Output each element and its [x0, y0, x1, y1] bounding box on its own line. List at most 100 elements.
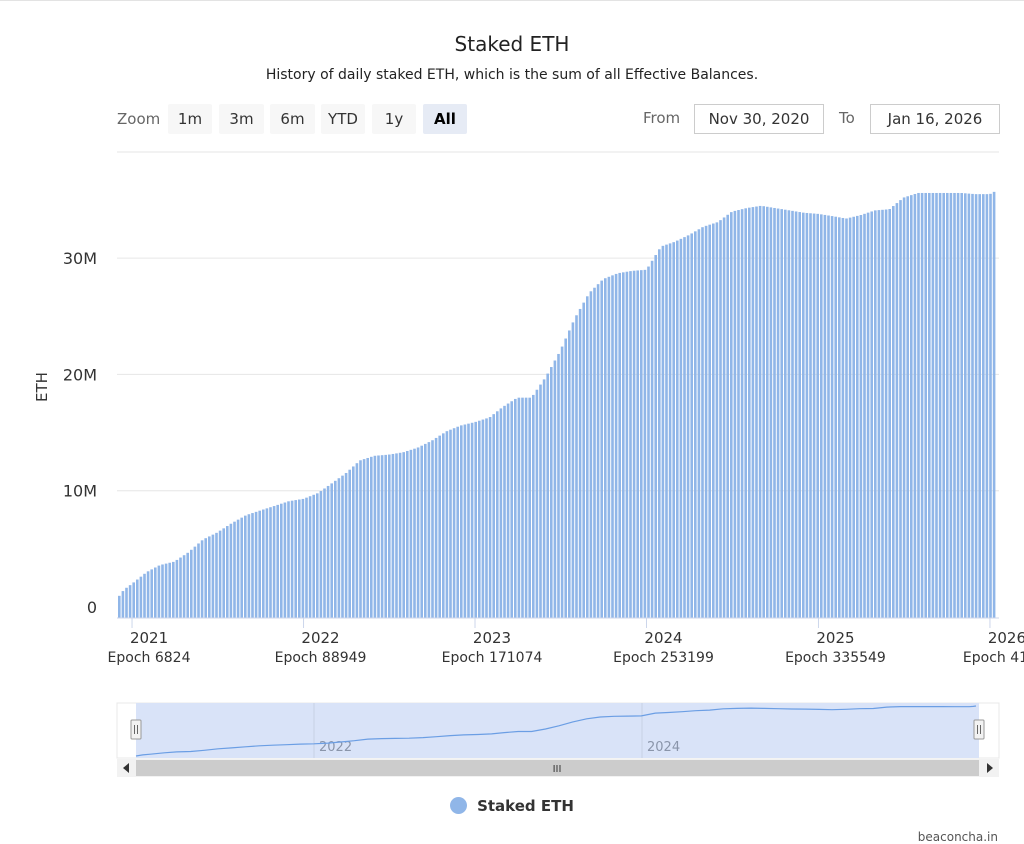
y-tick-label: 30M — [63, 249, 97, 268]
bar — [121, 591, 125, 618]
bar — [312, 494, 315, 618]
bar — [985, 194, 989, 618]
bar — [398, 452, 402, 618]
bar — [161, 564, 164, 618]
bar — [330, 483, 333, 618]
bar — [694, 231, 697, 618]
bar — [568, 330, 571, 618]
bar — [535, 389, 539, 618]
zoom-button-ytd[interactable]: YTD — [321, 104, 365, 134]
bar — [874, 210, 877, 618]
zoom-button-1y[interactable]: 1y — [372, 104, 416, 134]
bar — [892, 206, 895, 619]
bar — [906, 196, 909, 618]
bar — [341, 475, 344, 618]
bar — [719, 220, 722, 618]
bar — [931, 192, 935, 618]
bar — [658, 249, 661, 619]
bar — [600, 280, 603, 618]
y-tick-label: 20M — [63, 365, 97, 384]
scrollbar-thumb[interactable] — [136, 760, 979, 776]
bar — [154, 567, 157, 618]
navigator[interactable]: 2022 2024 — [116, 702, 1000, 759]
bar — [139, 576, 143, 618]
zoom-button-3m[interactable]: 3m — [219, 104, 264, 134]
zoom-button-1m[interactable]: 1m — [168, 104, 212, 134]
bar — [190, 549, 193, 618]
bar — [704, 225, 708, 618]
bar — [226, 526, 229, 618]
bar — [467, 423, 470, 618]
bar — [863, 213, 866, 618]
bar — [917, 192, 920, 618]
bar — [748, 207, 751, 618]
bar — [366, 457, 369, 618]
y-tick-label: 0 — [87, 598, 97, 617]
bar — [197, 543, 200, 618]
legend[interactable]: Staked ETH — [0, 797, 1024, 815]
bar — [262, 509, 265, 618]
bar — [614, 273, 618, 618]
bar — [780, 209, 783, 618]
bar — [434, 437, 438, 618]
bar — [294, 500, 297, 618]
bar — [834, 216, 837, 618]
bar — [647, 266, 650, 618]
bar — [528, 397, 531, 618]
bar — [838, 217, 841, 618]
navigator-right-handle[interactable] — [973, 719, 985, 740]
from-label: From — [643, 109, 681, 127]
bar — [269, 507, 272, 618]
bar — [283, 502, 287, 618]
zoom-button-all[interactable]: All — [423, 104, 467, 134]
bar — [272, 506, 276, 618]
bar — [474, 421, 477, 618]
navigator-selection[interactable] — [136, 703, 979, 758]
bar — [697, 229, 701, 618]
bar — [643, 269, 647, 618]
bar — [319, 491, 323, 618]
zoom-button-6m[interactable]: 6m — [270, 104, 315, 134]
bar — [686, 235, 690, 618]
bar — [539, 384, 542, 618]
bar — [175, 559, 179, 618]
bar — [240, 517, 243, 618]
x-axis-ticks: 2021 Epoch 6824 2022 Epoch 88949 2023 Epoch 1… — [108, 618, 1024, 666]
bar — [557, 353, 560, 618]
bar — [172, 561, 175, 618]
bar — [942, 192, 945, 618]
bar — [755, 206, 758, 618]
bar — [953, 192, 956, 618]
bar — [470, 422, 474, 618]
bar — [586, 296, 589, 618]
bar — [787, 210, 791, 618]
x-tick-year: 2021 — [130, 629, 168, 647]
from-date-input[interactable]: Nov 30, 2020 — [694, 104, 824, 134]
bar — [128, 585, 132, 618]
bar — [521, 397, 524, 618]
x-tick-epoch: Epoch 6824 — [108, 650, 191, 666]
bar — [334, 480, 337, 618]
bar — [424, 443, 427, 618]
bar — [510, 401, 513, 618]
bar — [301, 498, 305, 618]
bar — [866, 212, 870, 618]
x-tick-year: 2023 — [473, 629, 511, 647]
bar — [582, 302, 585, 618]
navigator-left-handle[interactable] — [130, 719, 142, 740]
bar — [136, 579, 139, 618]
scroll-left-arrow-icon[interactable] — [123, 763, 129, 773]
chart-title: Staked ETH — [454, 32, 570, 56]
bar — [276, 504, 279, 618]
bar — [384, 454, 387, 618]
bar — [816, 213, 819, 618]
scroll-right-arrow-icon[interactable] — [987, 763, 993, 773]
to-label: To — [839, 109, 855, 127]
y-axis-title: ETH — [33, 372, 51, 402]
bar — [751, 207, 755, 618]
scrollbar[interactable]: III — [117, 759, 999, 777]
bar — [827, 215, 830, 618]
bar — [445, 431, 449, 618]
to-date-input[interactable]: Jan 16, 2026 — [870, 104, 1000, 134]
bar — [308, 496, 312, 618]
